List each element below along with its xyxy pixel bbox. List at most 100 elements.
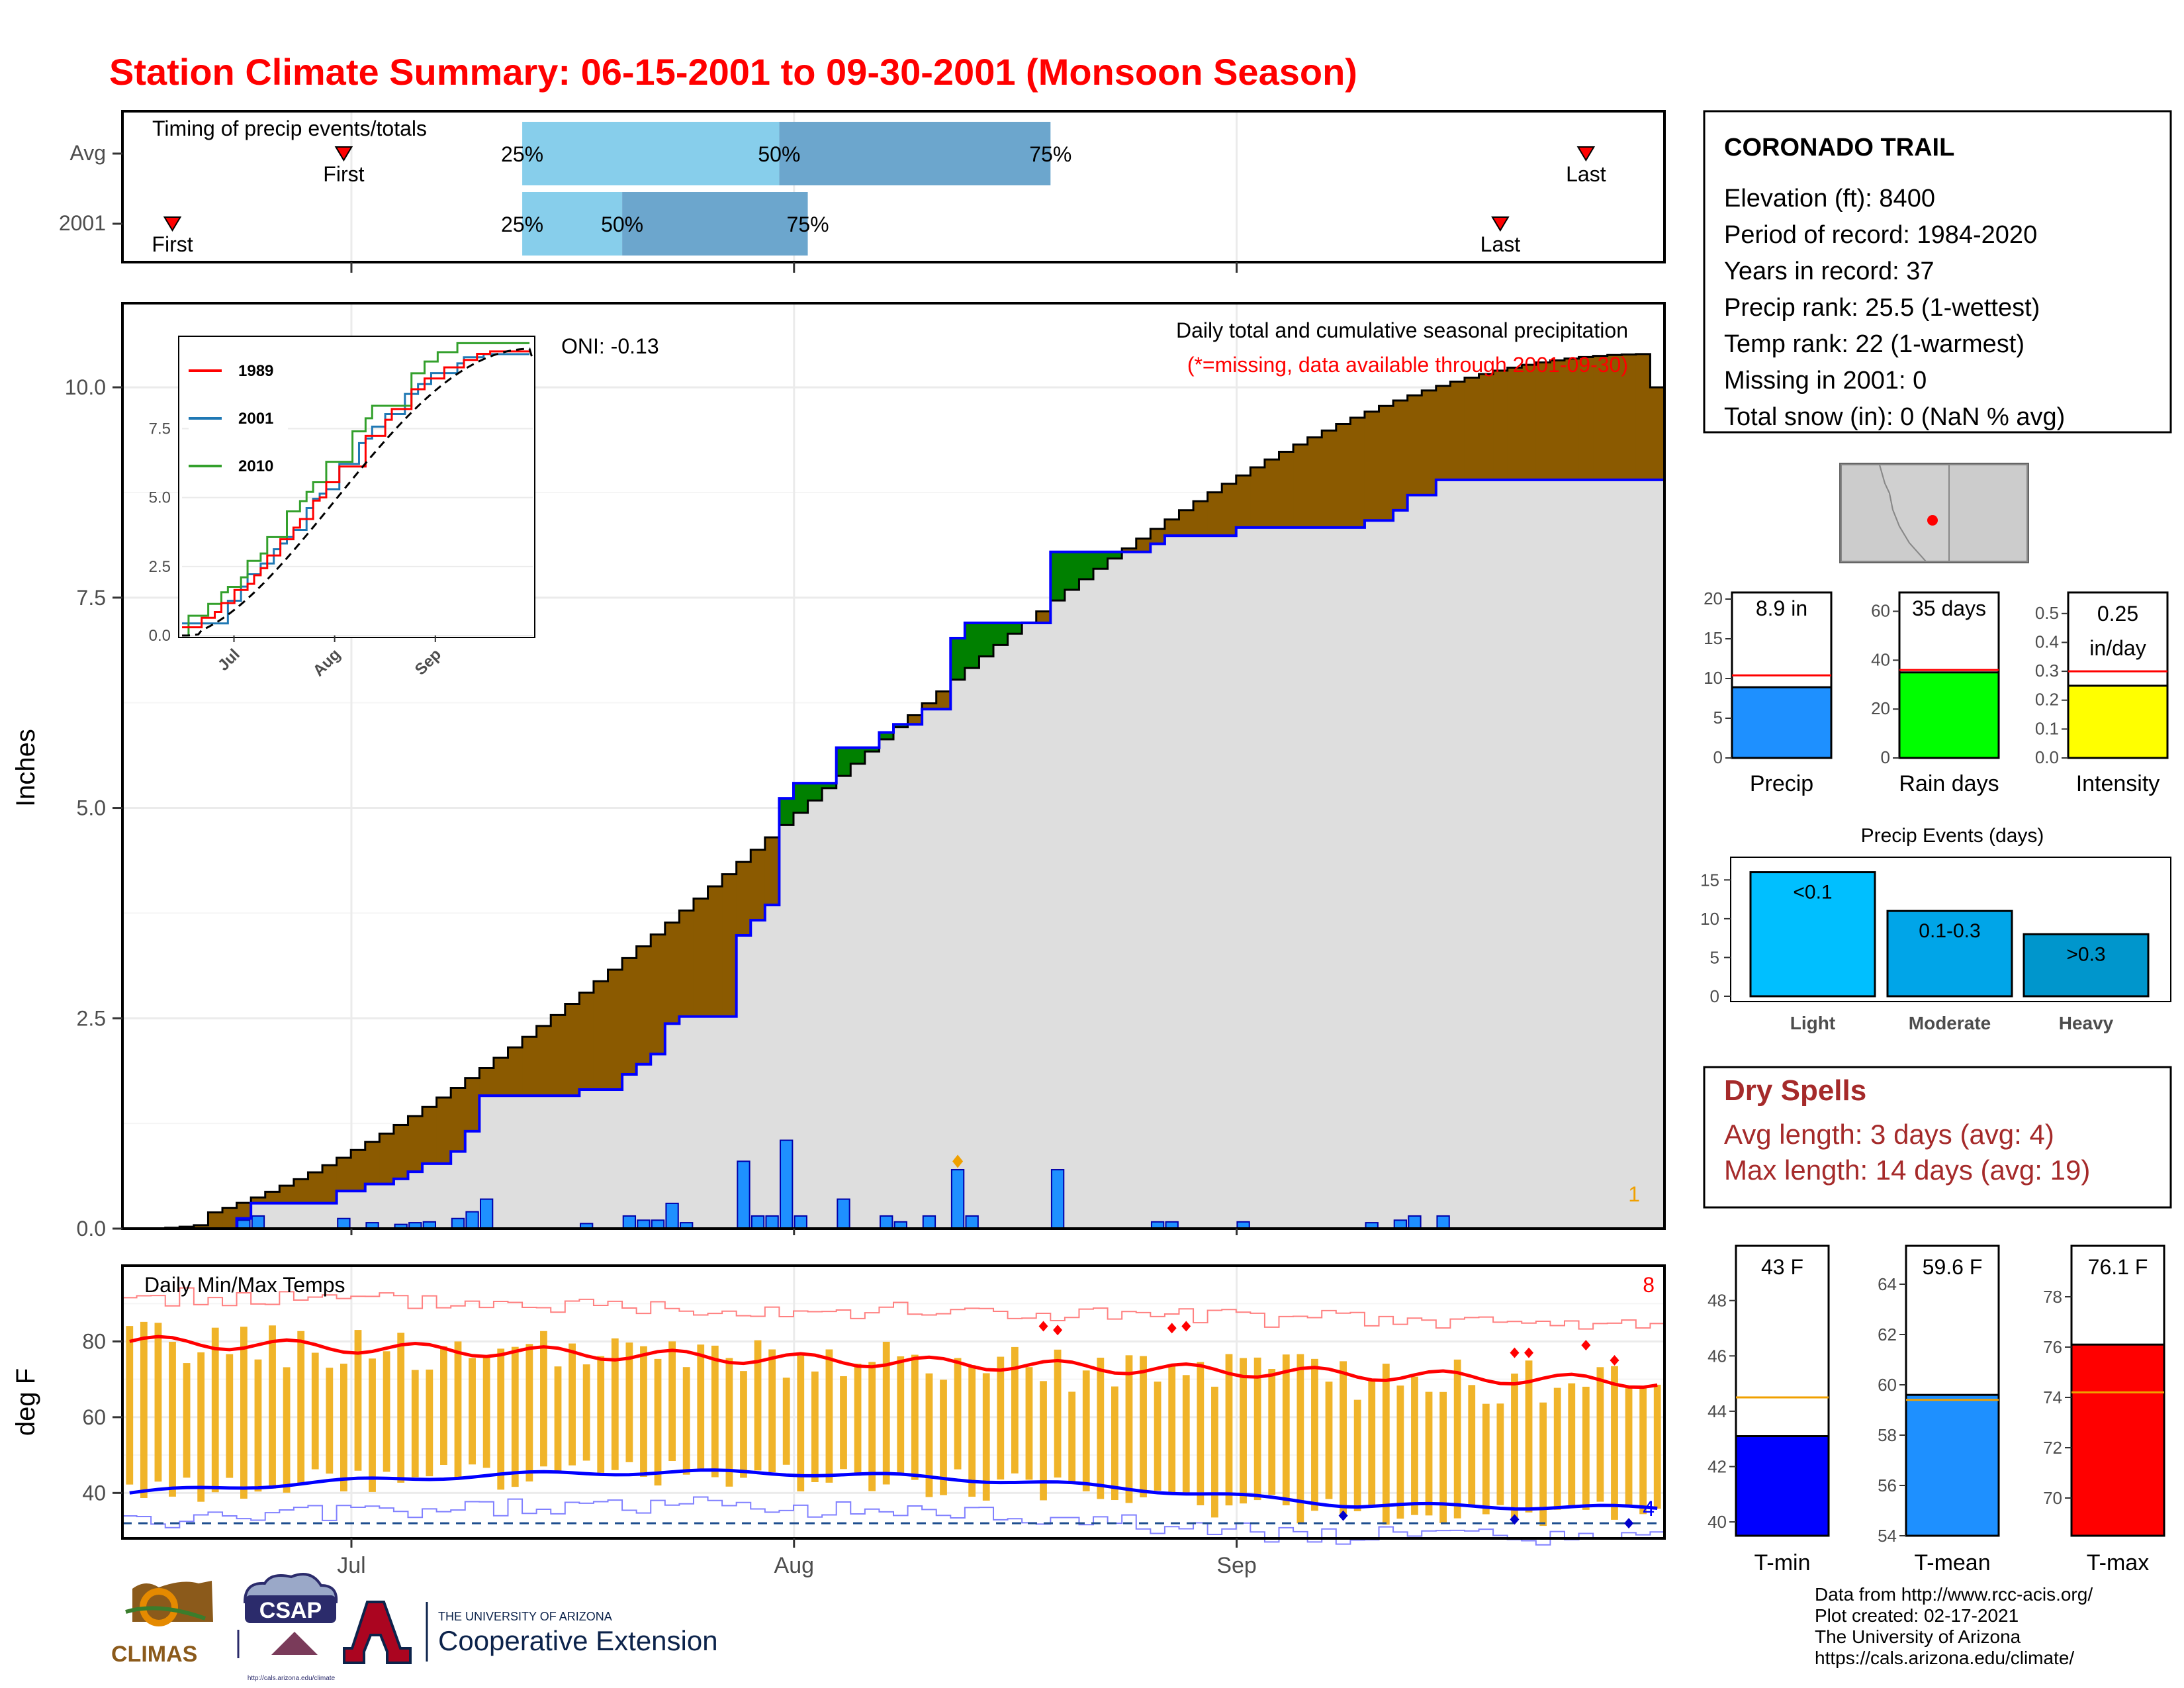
drier-than-avg-area: [1207, 492, 1222, 536]
drier-than-avg-area: [193, 1225, 208, 1229]
daily-temp-bar: [754, 1340, 762, 1471]
record-low-marker-icon: [1624, 1518, 1634, 1529]
drier-than-avg-area: [408, 1116, 423, 1172]
timing-bar-q50-q75: [779, 122, 1051, 185]
climas-logo: CLIMAS: [111, 1581, 213, 1667]
daily-temp-bar: [369, 1358, 376, 1492]
temp-xtick: Aug: [774, 1553, 815, 1578]
summary-bar-tick: 10: [1704, 668, 1723, 688]
daily-temp-bar: [1297, 1354, 1304, 1524]
daily-temp-bar: [569, 1343, 576, 1466]
temp-summary-tick: 76: [2043, 1337, 2062, 1357]
station-info-line: Years in record: 37: [1724, 258, 1934, 285]
wetter-than-avg-area: [779, 798, 794, 825]
daily-temp-bar: [1182, 1375, 1190, 1493]
daily-temp-bar: [440, 1346, 447, 1465]
drier-than-avg-area: [1279, 451, 1294, 528]
drier-than-avg-area: [579, 992, 594, 1090]
drier-than-avg-area: [1507, 367, 1522, 480]
temp-summary-label: T-mean: [1914, 1550, 1990, 1575]
record-high-marker-icon: [1524, 1347, 1534, 1358]
drier-than-avg-area: [707, 886, 723, 1017]
inset-series-line: [182, 350, 530, 629]
drier-than-avg-area: [1122, 548, 1137, 552]
daily-temp-bar: [840, 1376, 847, 1470]
daily-temp-bar: [1539, 1402, 1547, 1526]
temp-summary-tick: 70: [2043, 1488, 2062, 1508]
summary-bar-tick: 15: [1704, 628, 1723, 648]
summary-bar-value: [2067, 684, 2169, 759]
temp-summary-label: T-max: [2087, 1550, 2149, 1575]
daily-temp-bar: [411, 1370, 419, 1477]
timing-p75: 75%: [1029, 142, 1071, 166]
daily-temp-bar: [297, 1331, 305, 1485]
daily-temp-bar: [1568, 1383, 1576, 1508]
daily-temp-bar: [154, 1323, 162, 1482]
daily-temp-bar: [169, 1341, 176, 1497]
daily-temp-bar: [597, 1356, 605, 1473]
daily-temp-bar: [240, 1327, 248, 1499]
station-info-line: Temp rank: 22 (1-warmest): [1724, 330, 2025, 358]
daily-precip-bar: [1050, 1169, 1065, 1230]
drier-than-avg-area: [1607, 355, 1622, 480]
daily-temp-bar: [1268, 1368, 1276, 1495]
record-high-marker-icon: [1167, 1323, 1177, 1334]
daily-temp-bar: [611, 1338, 619, 1470]
drier-than-avg-area: [1264, 459, 1279, 528]
temp-xtick: Sep: [1216, 1553, 1257, 1578]
drier-than-avg-area: [508, 1047, 523, 1096]
wetter-than-avg-area: [979, 622, 994, 657]
drier-than-avg-area: [536, 1025, 551, 1096]
station-info-line: Precip rank: 25.5 (1-wettest): [1724, 294, 2040, 322]
oni-label: ONI: -0.13: [561, 334, 659, 358]
daily-precip-bar: [465, 1211, 479, 1229]
drier-than-avg-area: [522, 1037, 537, 1096]
drier-than-avg-area: [936, 691, 951, 710]
drier-than-avg-area: [351, 1150, 366, 1192]
drier-than-avg-area: [1250, 467, 1265, 528]
summary-bar-tick: 0.2: [2035, 690, 2059, 710]
timing-panel: Timing of precip events/totals Avg 25% 50%…: [59, 110, 1666, 273]
summary-bar-box-unit: in/day: [2089, 636, 2146, 660]
daily-temp-bar: [1011, 1346, 1019, 1474]
ua-logo: THE UNIVERSITY OF ARIZONA Cooperative Ex…: [343, 1601, 718, 1664]
temp-summary-box-text: 76.1 F: [2088, 1255, 2148, 1279]
timing-p75: 75%: [787, 212, 829, 236]
precip-ytick: 7.5: [77, 586, 106, 610]
daily-temp-bar: [1140, 1356, 1147, 1497]
drier-than-avg-area: [1193, 501, 1208, 536]
drier-than-avg-area: [736, 862, 751, 936]
daily-precip-bar: [622, 1215, 637, 1230]
climas-logo-text: CLIMAS: [111, 1642, 197, 1667]
timing-marker-icon: [1491, 216, 1510, 232]
drier-than-avg-area: [1150, 529, 1165, 544]
temp-title: Daily Min/Max Temps: [144, 1273, 345, 1297]
drier-than-avg-area: [236, 1203, 251, 1219]
daily-temp-bar: [354, 1330, 362, 1471]
daily-temp-bar: [211, 1327, 219, 1493]
drier-than-avg-area: [722, 874, 737, 1017]
summary-bar-tick: 0.3: [2035, 661, 2059, 680]
daily-temp-bar: [854, 1364, 862, 1476]
temp-ytick: 60: [82, 1405, 106, 1429]
drier-than-avg-area: [308, 1172, 323, 1203]
daily-temp-bar: [1311, 1358, 1318, 1511]
record-low-marker-icon: [1510, 1514, 1520, 1525]
record-low-marker-icon: [1338, 1510, 1348, 1521]
drier-than-avg-area: [493, 1058, 508, 1096]
daily-temp-bar: [1340, 1361, 1347, 1515]
daily-temp-bar: [1411, 1376, 1418, 1515]
drier-than-avg-area: [751, 849, 766, 921]
daily-temp-bar: [1082, 1370, 1090, 1491]
inset-ytick: 0.0: [149, 627, 171, 645]
station-info-line: Missing in 2001: 0: [1724, 367, 1927, 395]
page-title: Station Climate Summary: 06-15-2001 to 0…: [109, 51, 1357, 93]
drier-than-avg-area: [1535, 362, 1551, 480]
timing-marker-label: Last: [1480, 232, 1521, 256]
daily-temp-bar: [1111, 1386, 1118, 1501]
precip-caption: Daily total and cumulative seasonal prec…: [1176, 318, 1628, 342]
events-bar-label: Light: [1790, 1013, 1835, 1033]
daily-temp-bar: [1525, 1360, 1533, 1513]
drier-than-avg-area: [1036, 611, 1051, 623]
